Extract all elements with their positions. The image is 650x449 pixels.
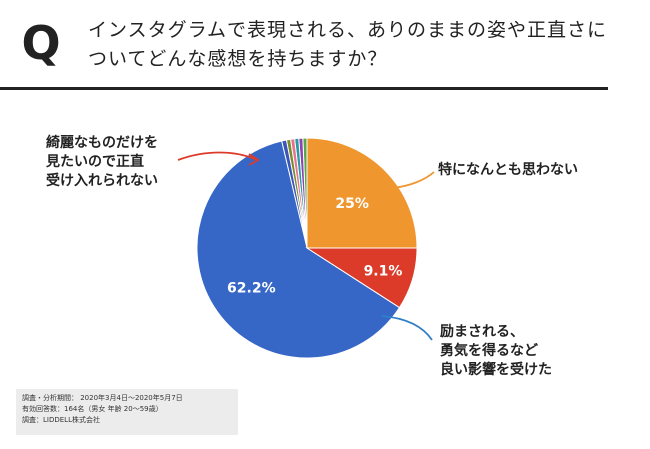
callout-line — [381, 315, 433, 341]
pie-slice — [196, 140, 401, 359]
divider — [0, 87, 608, 90]
callout-positive-line: 励まされる、 — [440, 324, 524, 340]
callout-negative-line: 見たいので正直 — [46, 154, 144, 170]
slice-label: 25% — [335, 196, 369, 212]
callout-positive: 励まされる、 勇気を得るなど 良い影響を受けた — [440, 323, 552, 380]
source-line: 調査・分析期間： 2020年3月4日〜2020年5月7日 — [22, 394, 183, 402]
slice-label: 62.2% — [227, 280, 276, 296]
source-line: 有効回答数：164名（男女 年齢 20〜59歳） — [22, 405, 163, 413]
callout-neutral: 特になんとも思わない — [438, 161, 578, 180]
question-line-2: ついてどんな感想を持ちますか？ — [88, 48, 388, 70]
pie-slice — [305, 247, 418, 309]
callout-arrowhead — [248, 153, 260, 166]
pie-slice — [306, 137, 418, 249]
question-mark: Q — [21, 16, 61, 70]
question-line-1: インスタグラムで表現される、ありのままの姿や正直さに — [88, 19, 608, 41]
question-text: インスタグラムで表現される、ありのままの姿や正直さに ついてどんな感想を持ちます… — [88, 16, 628, 74]
callout-positive-line: 良い影響を受けた — [440, 362, 552, 378]
callout-neutral-line: 特になんとも思わない — [438, 162, 578, 178]
callout-positive-line: 勇気を得るなど — [440, 343, 538, 359]
callout-negative: 綺麗なものだけを 見たいので正直 受け入れられない — [46, 134, 158, 191]
callout-negative-line: 綺麗なものだけを — [46, 135, 158, 151]
slice-label: 9.1% — [364, 263, 403, 279]
callout-negative-line: 受け入れられない — [46, 173, 158, 189]
source-note: 調査・分析期間： 2020年3月4日〜2020年5月7日 有効回答数：164名（… — [16, 389, 238, 435]
callout-line — [177, 151, 258, 161]
callout-line — [392, 171, 435, 189]
source-line: 調査：LIDDELL株式会社 — [22, 416, 100, 424]
